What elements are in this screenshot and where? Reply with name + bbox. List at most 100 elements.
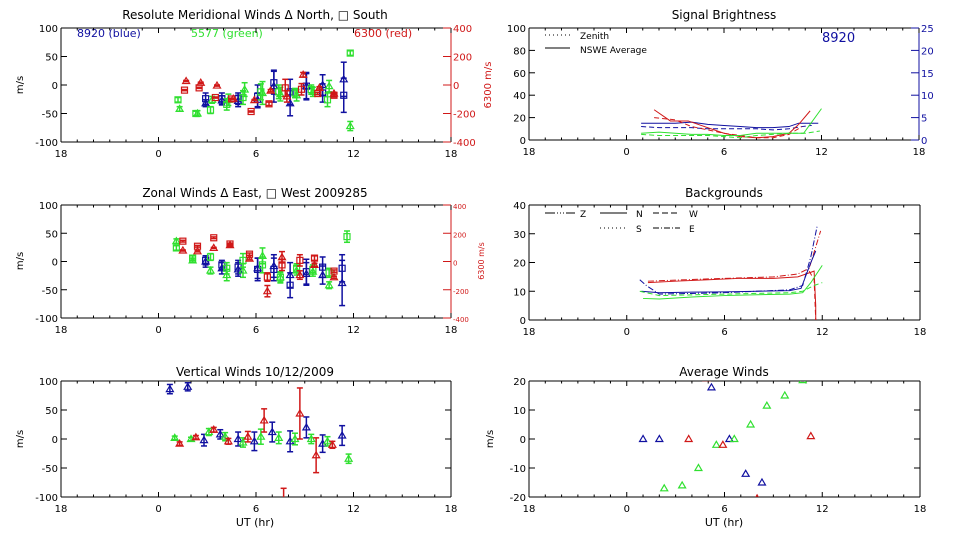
series-5577-south-point [323,96,332,104]
x-tick-label: 0 [155,504,161,515]
series-8920-south-point [270,79,278,87]
series-5577-east-2-point [189,254,197,262]
y-tick-label-right: 0 [921,136,927,147]
series-6300-west-point [179,237,187,245]
average-winds-panel: Average Winds m/s UT (hr) 18 0 6 12 18-20-10… [485,365,926,529]
series-8920-point [183,382,193,390]
plot-area [165,381,354,497]
chart-title: Signal Brightness [672,8,777,22]
legend-e-label: E [689,225,695,235]
series-6300-point [311,450,321,459]
y-axis-label-right: 6300 m/s [483,62,494,109]
series-8920-line [641,250,817,294]
y-tick-label-right: 200 [453,231,466,239]
series-5577-south-point [275,88,283,96]
series-5577-point [659,483,669,492]
annotation-8920: 8920 [822,31,855,46]
series-5577-point [256,431,266,440]
series-6300-south-point [265,100,273,108]
series-6300-point [223,436,233,445]
series-5577-point [220,431,230,440]
series-5577-north-point [345,121,355,130]
series-5577-east-2-point [206,253,215,261]
x-tick-label: 6 [721,147,727,158]
series-6300-south-point [180,86,189,94]
series-8920-west-point [254,265,262,274]
plot-area [639,225,823,320]
series-5577-south-point [174,96,182,104]
series-6300-point [191,432,201,441]
series-5577-zenith-line [641,130,820,139]
x-axis-label: UT (hr) [705,516,743,529]
series-6300-west-point [226,240,234,248]
series-6300-point [755,493,759,497]
x-tick-label: 0 [155,149,161,160]
series-5577-east-2-point [258,261,267,269]
y-tick-label: -50 [42,286,58,297]
series-6300-north-point [212,80,222,89]
series-5577-z-line [639,282,823,297]
y-tick-label: 0 [52,81,58,92]
chart-title: Average Winds [679,365,769,379]
series-5577-point [677,480,687,489]
series-6300-south-point [195,84,203,92]
series-6300-east-point [295,270,305,279]
y-tick-label: -100 [35,314,58,325]
series-8920-south-point [340,91,348,99]
x-tick-label: 18 [914,504,927,515]
series-5577-north-point [207,95,217,103]
series-6300-point [806,431,816,440]
plot-area [171,230,351,307]
series-5577-south-point [206,106,215,114]
series-8920-point [165,384,175,393]
x-tick-label: 6 [721,504,727,515]
y-tick-label-right: -400 [453,316,469,324]
chart-title: Backgrounds [685,186,763,200]
y-tick-label-right: -400 [453,138,476,149]
series-6300-south-point [297,85,306,93]
y-tick-label-right: 20 [921,46,934,57]
x-tick-label: 6 [721,327,727,338]
x-tick-label: 0 [624,504,630,515]
series-5577-north-point [175,104,185,113]
x-tick-label: 0 [624,327,630,338]
series-6300-point [259,415,269,424]
series-5577-east-2-point [293,264,301,272]
series-8920-south-point [202,95,210,103]
y-tick-label: 0 [520,316,526,327]
series-8920-west-point [286,281,294,289]
y-tick-label: 20 [513,114,526,125]
series-8920-west-point [319,263,327,271]
x-tick-label: 18 [914,327,927,338]
y-tick-label: 100 [39,377,58,388]
chart-title: Resolute Meridional Winds Δ North, □ Sou… [122,8,388,22]
series-6300-west-point [330,267,338,275]
series-6300-east-point [209,243,219,252]
series-5577-east-point [324,280,334,289]
series-5577-south-point [223,100,231,108]
x-tick-label: 0 [155,325,161,336]
y-tick-label: -20 [510,493,526,504]
series-6300-west-point [263,273,271,281]
series-6300-north-point [181,76,191,85]
x-tick-label: 6 [253,504,259,515]
series-6300-south-point [228,95,236,103]
plot-area [174,49,355,132]
series-6300-north-point [266,86,276,94]
series-5577-point [274,433,284,441]
series-5577-point [322,436,333,445]
y-tick-label: 20 [513,377,526,388]
plot-area [641,108,822,139]
series-6300-zenith-line [654,117,803,139]
series-5577-point [711,440,721,448]
y-tick-label: 0 [520,435,526,446]
series-5577-point [290,434,300,443]
annotation-6300: 6300 (red) [354,27,412,40]
series-8920-point [267,427,277,436]
chart-title: Zonal Winds Δ East, □ West 2009285 [142,186,367,200]
series-8920-point [706,382,717,391]
series-8920-point [215,429,225,438]
meridional-winds-panel: Resolute Meridional Winds Δ North, □ Sou… [15,8,494,160]
